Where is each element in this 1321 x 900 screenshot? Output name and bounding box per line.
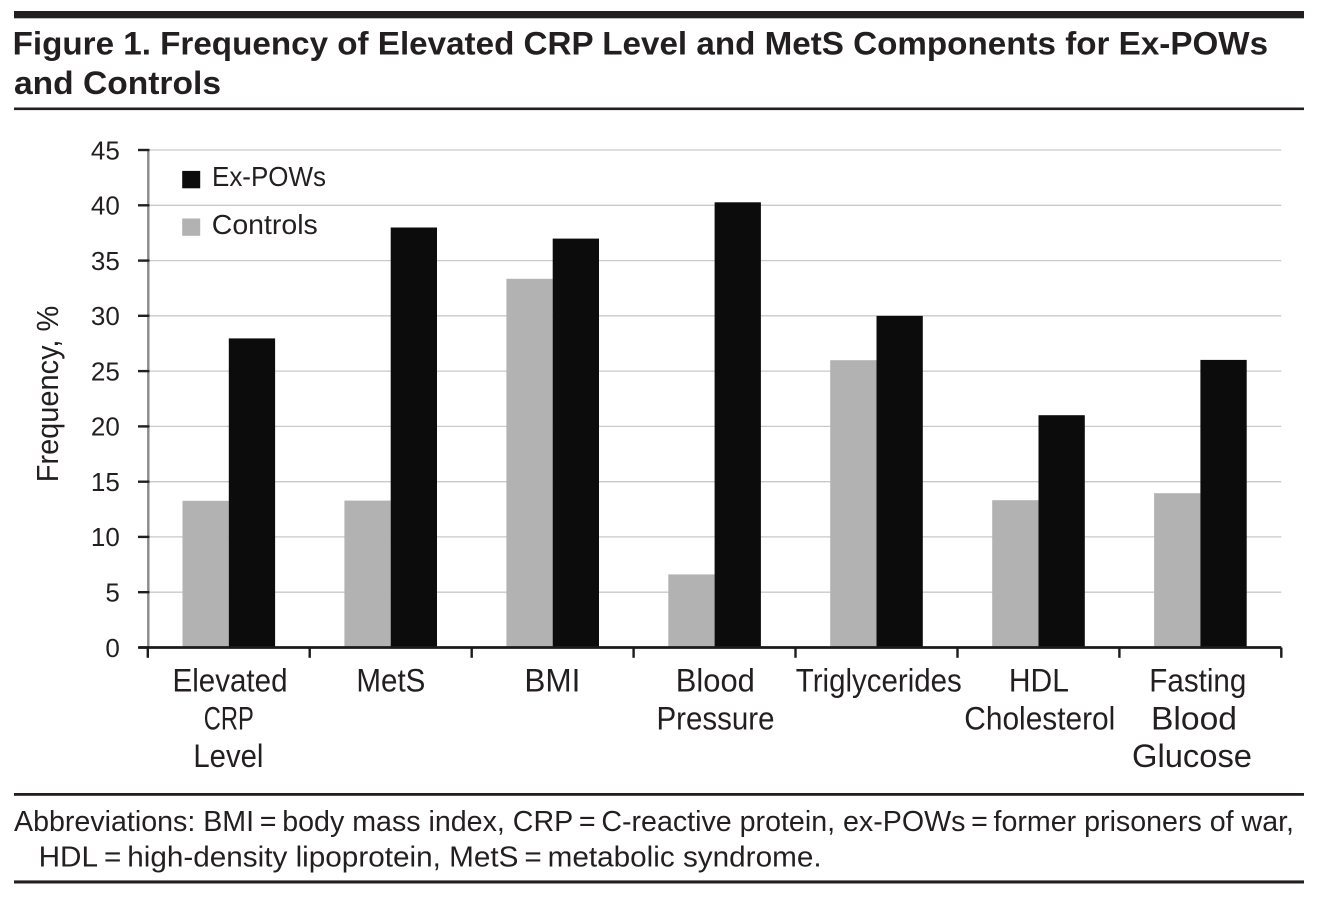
svg-text:40: 40 xyxy=(91,191,120,221)
svg-text:Blood: Blood xyxy=(1151,701,1237,737)
svg-text:Frequency, %: Frequency, % xyxy=(31,306,65,483)
svg-text:Figure 1. Frequency of Elevate: Figure 1. Frequency of Elevated CRP Leve… xyxy=(13,26,1269,62)
svg-text:35: 35 xyxy=(91,246,120,276)
svg-text:Level: Level xyxy=(193,738,263,774)
svg-text:25: 25 xyxy=(91,356,120,386)
svg-text:Ex-POWs: Ex-POWs xyxy=(212,161,326,192)
svg-text:Cholesterol: Cholesterol xyxy=(964,701,1115,737)
svg-text:BMI: BMI xyxy=(524,663,580,699)
svg-text:45: 45 xyxy=(91,135,120,165)
svg-text:30: 30 xyxy=(91,301,120,331)
svg-text:Glucose: Glucose xyxy=(1132,738,1252,774)
svg-text:5: 5 xyxy=(105,578,119,608)
svg-text:HDL = high-density lipoprotein: HDL = high-density lipoprotein, MetS = m… xyxy=(39,842,822,874)
svg-text:Pressure: Pressure xyxy=(657,701,775,737)
svg-text:10: 10 xyxy=(91,522,120,552)
svg-text:15: 15 xyxy=(91,467,120,497)
svg-text:0: 0 xyxy=(105,633,119,663)
svg-text:HDL: HDL xyxy=(1009,663,1069,699)
svg-text:MetS: MetS xyxy=(356,663,425,699)
svg-text:Controls: Controls xyxy=(212,209,318,240)
svg-text:Fasting: Fasting xyxy=(1149,663,1246,699)
svg-text:Blood: Blood xyxy=(676,663,755,699)
svg-text:Abbreviations: BMI = body mass: Abbreviations: BMI = body mass index, CR… xyxy=(14,806,1294,838)
svg-text:Triglycerides: Triglycerides xyxy=(796,663,962,699)
svg-text:20: 20 xyxy=(91,412,120,442)
svg-text:Elevated: Elevated xyxy=(173,663,288,699)
svg-text:and Controls: and Controls xyxy=(14,65,221,101)
svg-text:CRP: CRP xyxy=(204,701,254,737)
